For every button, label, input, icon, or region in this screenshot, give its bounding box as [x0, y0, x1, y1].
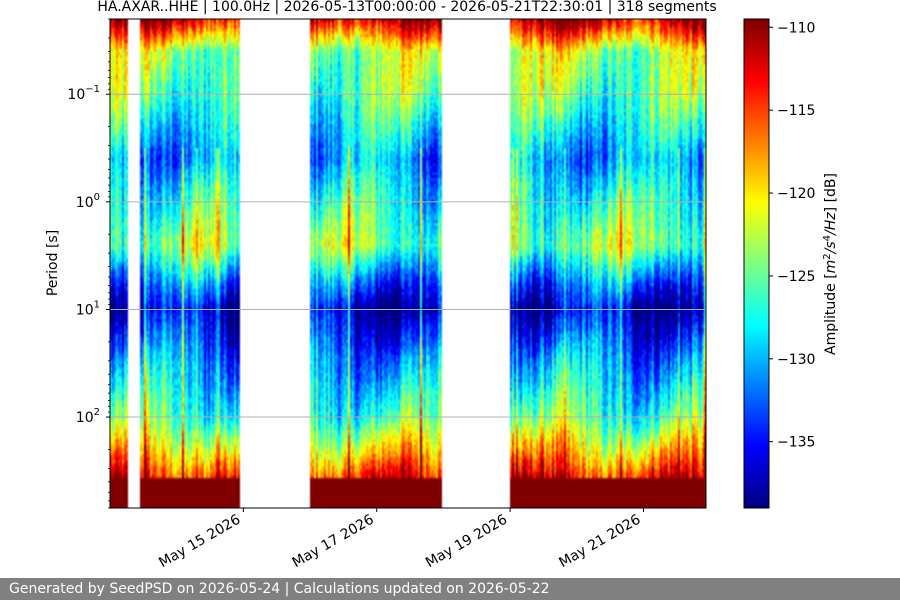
- x-tick-label: May 17 2026: [290, 512, 377, 572]
- colorbar-gradient: [744, 19, 769, 508]
- chart-title: HA.AXAR..HHE | 100.0Hz | 2026-05-13T00:0…: [97, 0, 716, 15]
- y-tick-label: 10−1: [67, 84, 100, 103]
- y-tick-label: 102: [76, 407, 100, 426]
- x-tick-label: May 15 2026: [156, 512, 243, 572]
- x-tick-label: May 19 2026: [423, 512, 510, 572]
- y-tick-label: 100: [76, 192, 100, 211]
- y-axis-label: Period [s]: [45, 230, 61, 296]
- heatmap-image: [110, 19, 706, 508]
- colorbar: −110 −115 −120 −125 −130 −135 Amplitude [m2/s…: [743, 18, 840, 509]
- x-axis: May 15 2026 May 17 2026 May 19 2026 May 21 …: [156, 508, 644, 572]
- footer-text: Generated by SeedPSD on 2026-05-24 | Cal…: [9, 581, 550, 597]
- spectrogram-chart: HA.AXAR..HHE | 100.0Hz | 2026-05-13T00:0…: [45, 0, 840, 572]
- colorbar-label: Amplitude [m2/s4/Hz] [dB]: [822, 173, 840, 355]
- colorbar-tick-label: −135: [777, 435, 815, 451]
- colorbar-frame: [743, 18, 770, 509]
- y-axis: 10−1 100 101 102: [67, 18, 110, 509]
- colorbar-tick-label: −120: [777, 186, 815, 202]
- x-tick-label: May 21 2026: [556, 512, 643, 572]
- grid-lines: [110, 93, 706, 418]
- footer-bar: Generated by SeedPSD on 2026-05-24 | Cal…: [0, 578, 900, 600]
- colorbar-tick-label: −130: [777, 352, 815, 368]
- y-tick-label: 101: [76, 299, 100, 318]
- colorbar-ticks: −110 −115 −120 −125 −130 −135: [769, 20, 815, 451]
- plot-frame: [109, 18, 707, 509]
- colorbar-tick-label: −110: [777, 20, 815, 36]
- colorbar-tick-label: −115: [777, 103, 815, 119]
- colorbar-tick-label: −125: [777, 269, 815, 285]
